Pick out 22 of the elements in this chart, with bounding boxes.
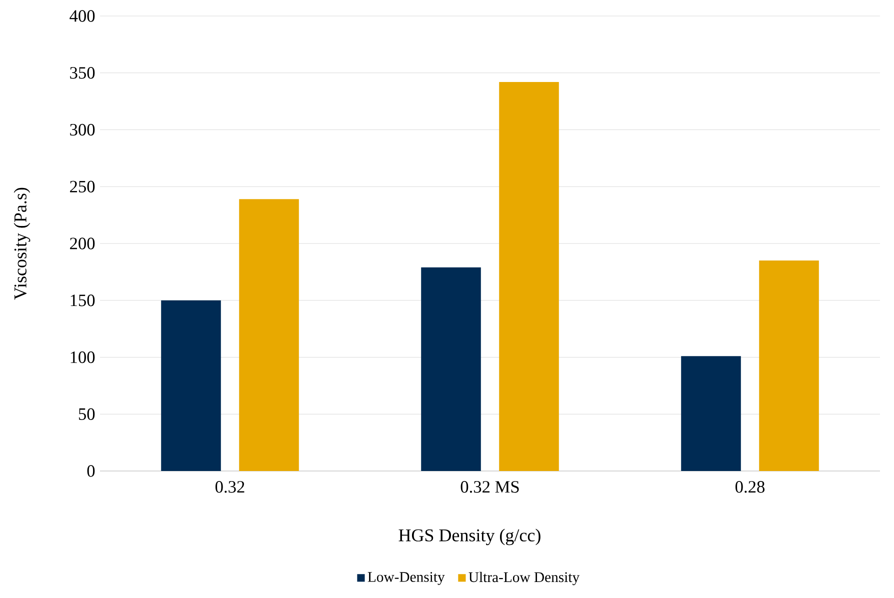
bar (161, 300, 221, 471)
y-tick-label: 50 (78, 408, 95, 420)
bar (239, 199, 299, 471)
y-tick-label: 0 (87, 465, 95, 477)
legend-label: Low-Density (368, 572, 445, 585)
x-tick-label: 0.28 (736, 481, 765, 493)
y-tick-label: 250 (70, 180, 95, 192)
bar (499, 82, 559, 471)
x-axis-title: HGS Density (g/cc) (398, 528, 540, 546)
bar (421, 267, 481, 471)
x-tick-label: 0.32 (216, 481, 244, 493)
bar (681, 356, 741, 471)
x-tick-label: 0.32 MS (460, 481, 519, 493)
y-tick-label: 300 (70, 124, 95, 136)
bar (759, 260, 819, 471)
y-axis-title: Viscosity (Pa.s) (14, 188, 30, 300)
y-tick-label: 400 (70, 10, 95, 22)
y-tick-label: 100 (70, 351, 95, 364)
y-tick-label: 150 (70, 294, 95, 306)
y-tick-label: 200 (70, 238, 95, 250)
legend-label: Ultra-Low Density (468, 572, 580, 586)
y-tick-label: 350 (70, 67, 95, 79)
